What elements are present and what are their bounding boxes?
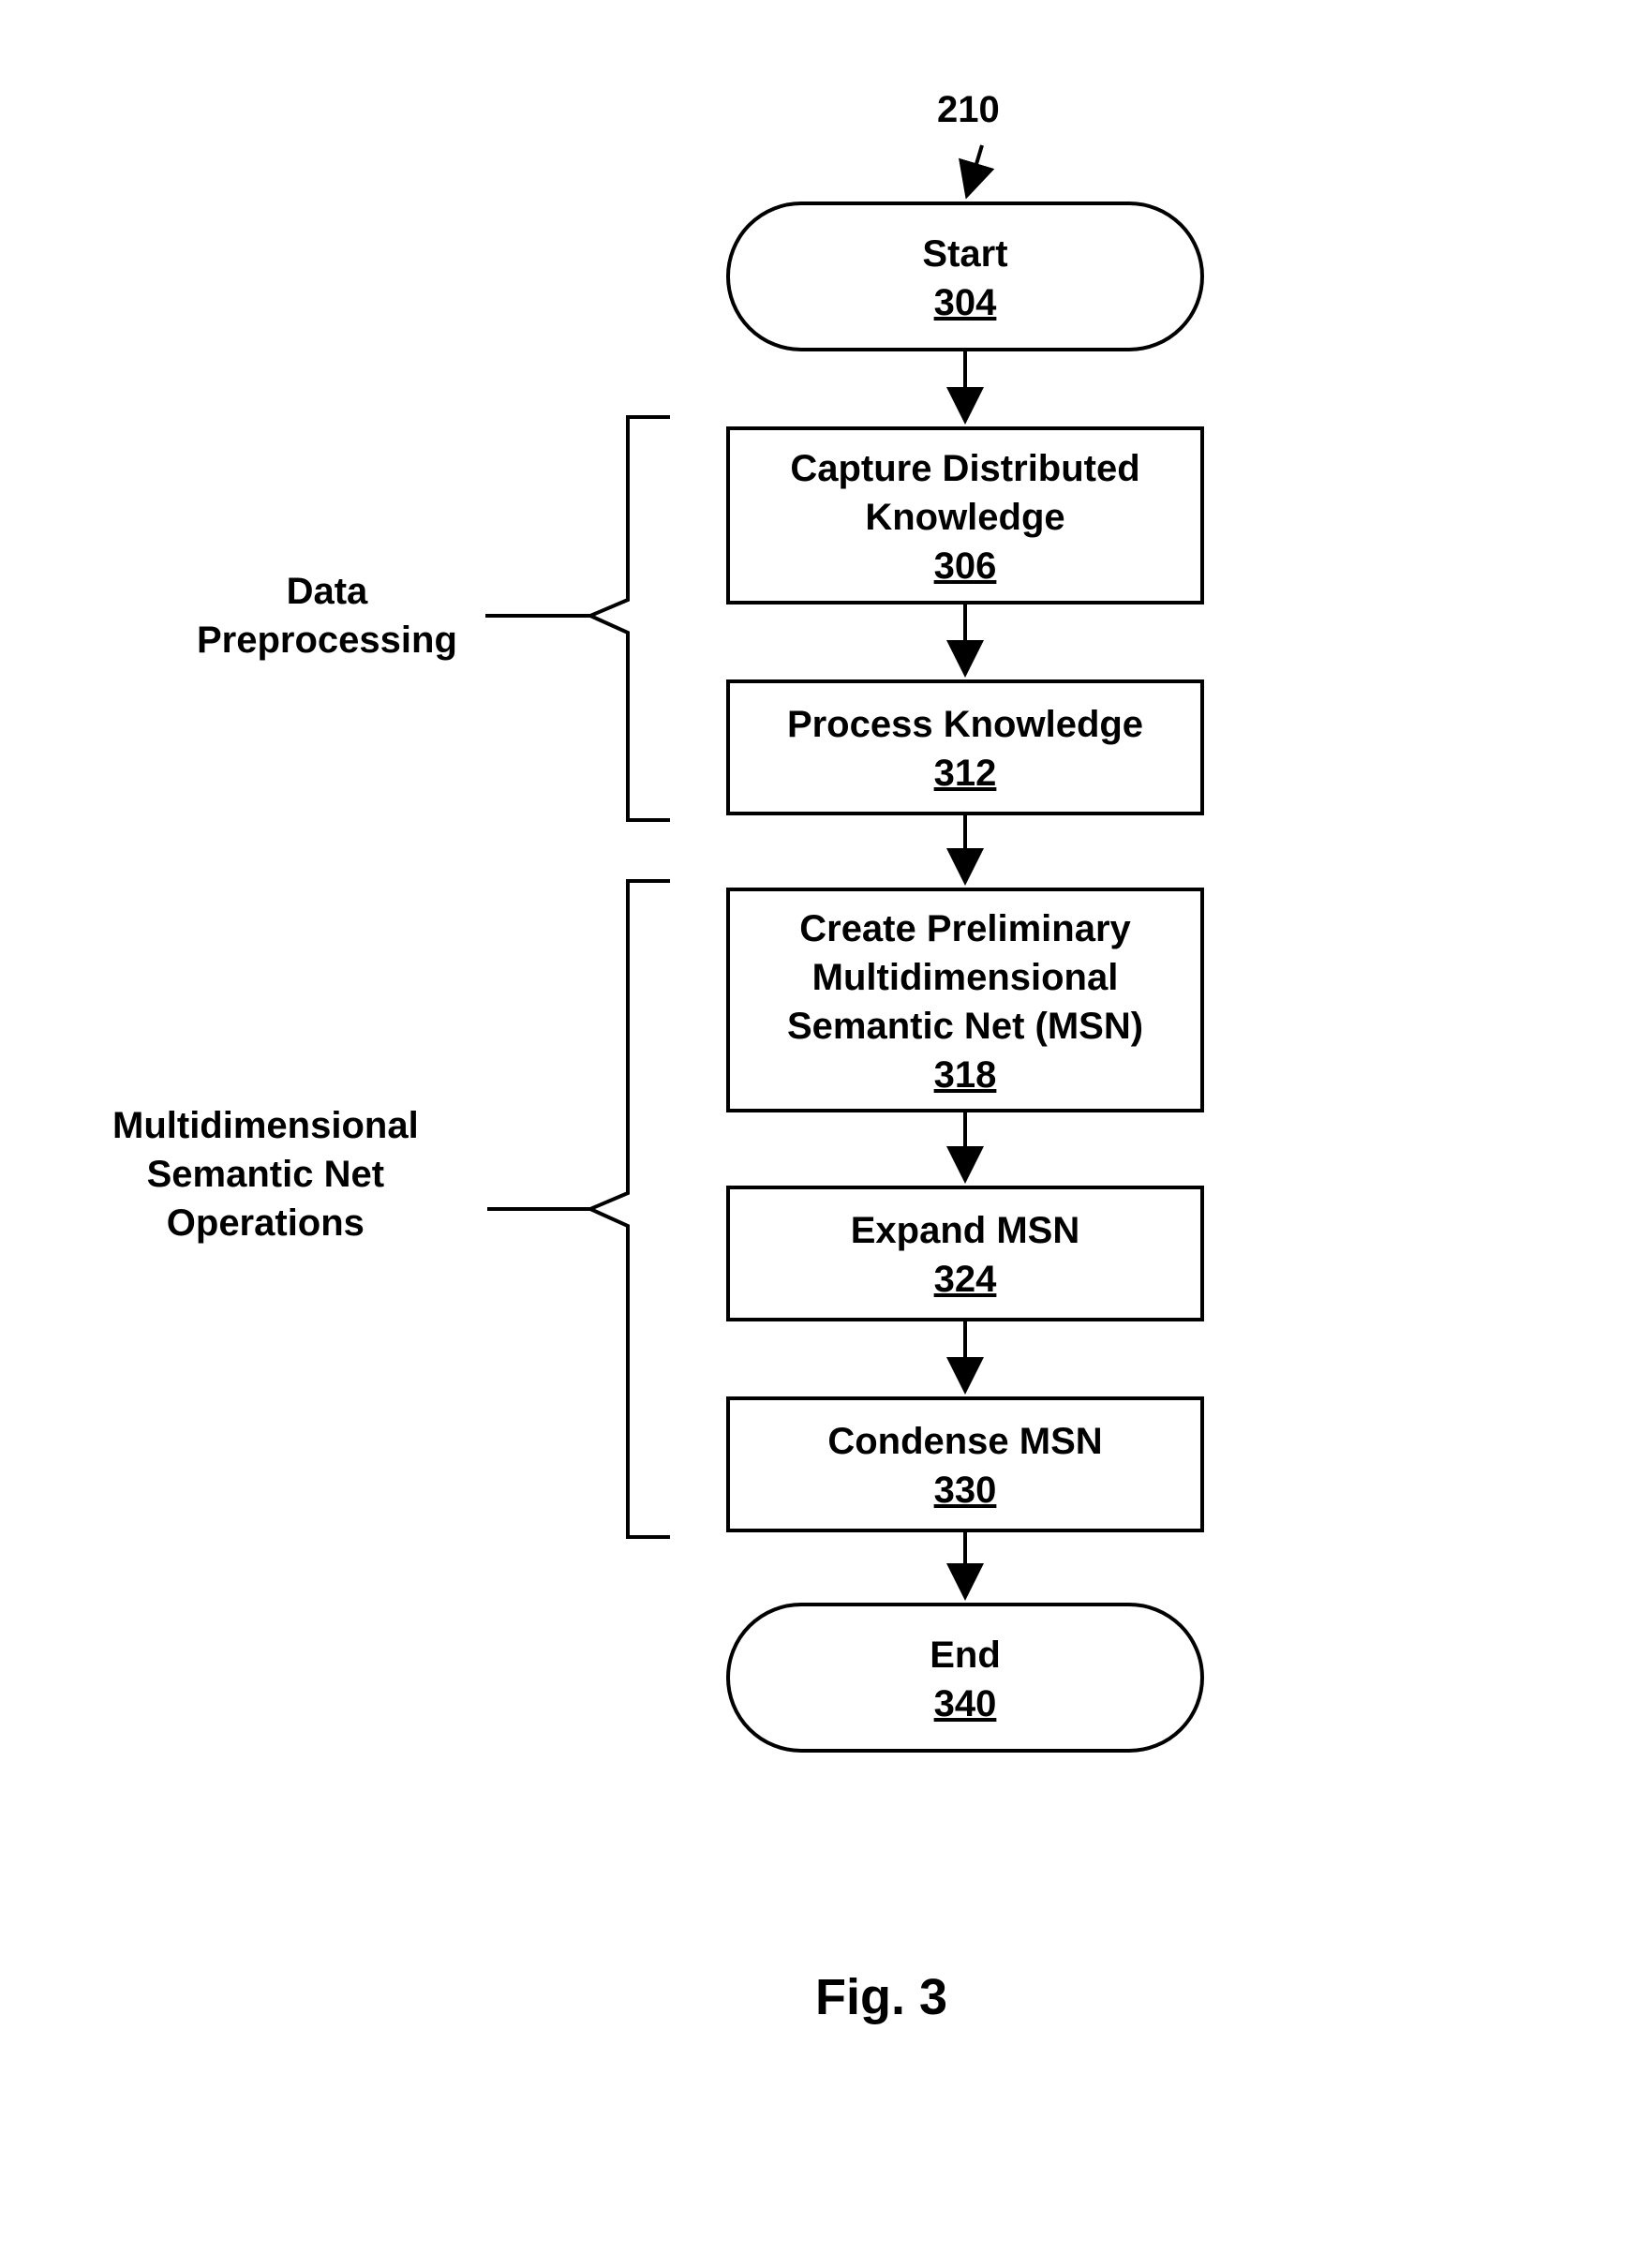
start-ref: 304	[934, 282, 997, 324]
expand-msn-node: Expand MSN 324	[726, 1186, 1204, 1321]
process-knowledge-node: Process Knowledge 312	[726, 679, 1204, 815]
create-msn-ref: 318	[934, 1054, 997, 1097]
msn-operations-label: Multidimensional Semantic Net Operations	[112, 1101, 419, 1247]
condense-msn-ref: 330	[934, 1470, 997, 1512]
bracket-preprocessing	[590, 417, 670, 820]
edge-ref-to-start	[968, 145, 982, 192]
end-ref: 340	[934, 1683, 997, 1725]
condense-msn-label: Condense MSN	[818, 1417, 1111, 1466]
process-knowledge-label: Process Knowledge	[778, 700, 1153, 749]
start-node: Start 304	[726, 202, 1204, 351]
figure-caption: Fig. 3	[815, 1968, 947, 2026]
bracket-msn-ops	[590, 881, 670, 1537]
top-ref-text: 210	[937, 89, 1000, 130]
end-label: End	[920, 1631, 1010, 1679]
create-msn-label: Create Preliminary Multidimensional Sema…	[778, 904, 1153, 1051]
flowchart-diagram: 210 Start 304 Capture Distributed Knowle…	[0, 0, 1652, 2254]
data-preprocessing-label: Data Preprocessing	[197, 567, 457, 664]
capture-label: Capture Distributed Knowledge	[781, 444, 1149, 542]
end-node: End 340	[726, 1603, 1204, 1753]
condense-msn-node: Condense MSN 330	[726, 1396, 1204, 1532]
create-msn-node: Create Preliminary Multidimensional Sema…	[726, 888, 1204, 1112]
process-knowledge-ref: 312	[934, 753, 997, 795]
top-ref-label: 210	[937, 89, 1000, 131]
expand-msn-ref: 324	[934, 1259, 997, 1301]
capture-ref: 306	[934, 545, 997, 588]
expand-msn-label: Expand MSN	[841, 1206, 1089, 1255]
start-label: Start	[913, 230, 1017, 278]
capture-node: Capture Distributed Knowledge 306	[726, 426, 1204, 605]
